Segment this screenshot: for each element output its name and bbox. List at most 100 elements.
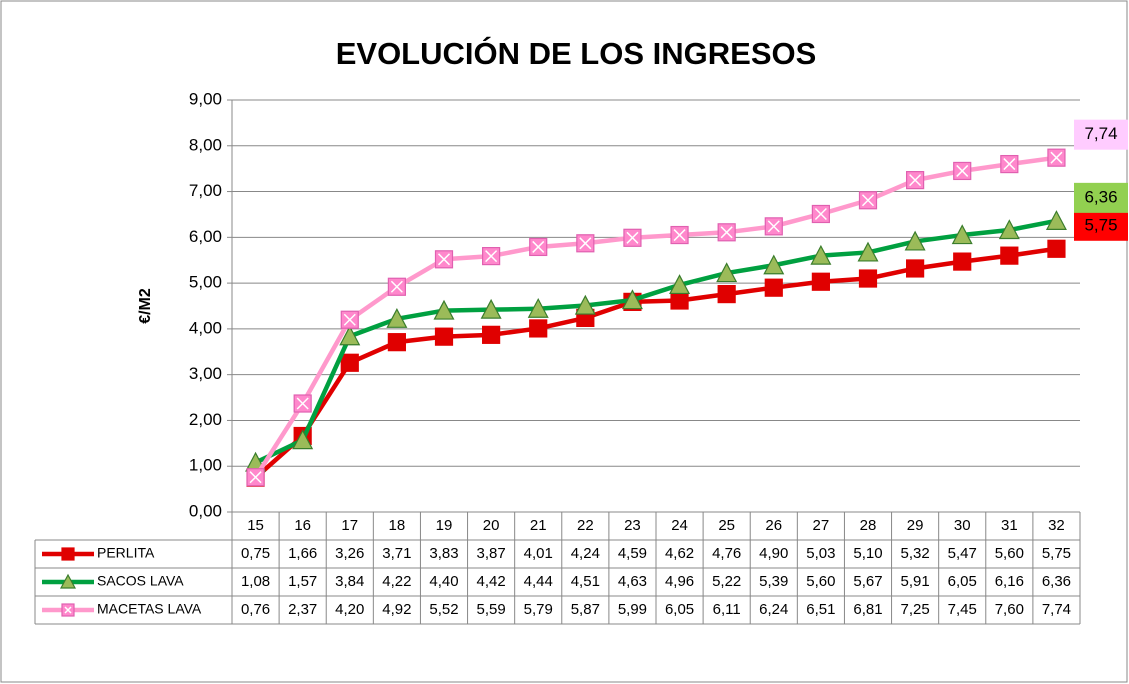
table-cell: 5,91 — [901, 573, 930, 590]
marker — [998, 219, 1020, 240]
table-cell: 5,22 — [712, 573, 741, 590]
table-cell: 5,47 — [948, 545, 977, 562]
table-cell: 1,66 — [288, 545, 317, 562]
y-tick-label: 1,00 — [189, 456, 222, 475]
marker — [906, 259, 925, 278]
table-cell: 5,60 — [806, 573, 835, 590]
table-cell: 6,36 — [1042, 573, 1071, 590]
marker-cross — [437, 253, 451, 266]
table-cell: 5,59 — [477, 601, 506, 618]
table-cell: 6,81 — [853, 601, 882, 618]
marker-cross — [1003, 158, 1016, 171]
table-cell: 4,40 — [429, 573, 458, 590]
table-cell: 5,32 — [901, 545, 930, 562]
legend-label: PERLITA — [97, 545, 155, 561]
marker — [574, 294, 596, 315]
marker — [387, 333, 406, 352]
marker-cross — [861, 194, 875, 207]
x-tick-label: 31 — [1001, 517, 1018, 534]
marker-cross — [956, 164, 969, 177]
marker — [669, 274, 691, 295]
table-cell: 6,05 — [948, 573, 977, 590]
marker — [1045, 210, 1067, 230]
marker — [59, 573, 77, 589]
marker-cross — [1050, 151, 1063, 164]
table-cell: 5,10 — [853, 545, 882, 562]
x-tick-label: 32 — [1048, 517, 1065, 534]
x-tick-label: 29 — [907, 517, 924, 534]
marker — [904, 230, 926, 251]
x-tick-label: 28 — [860, 517, 877, 534]
marker-cross — [720, 226, 733, 239]
marker-cross — [343, 313, 356, 326]
table-cell: 7,60 — [995, 601, 1024, 618]
x-tick-label: 23 — [624, 517, 641, 534]
table-cell: 4,24 — [571, 545, 600, 562]
marker — [386, 308, 408, 328]
table-cell: 3,84 — [335, 573, 364, 590]
y-tick-label: 8,00 — [189, 135, 222, 154]
marker-cross — [673, 229, 686, 242]
table-cell: 5,67 — [853, 573, 882, 590]
marker — [339, 325, 361, 346]
marker — [857, 241, 879, 262]
end-label-box — [1074, 210, 1128, 241]
marker — [670, 291, 689, 310]
table-cell: 6,16 — [995, 573, 1024, 590]
marker-cross — [249, 471, 262, 484]
table-cell: 5,52 — [429, 601, 458, 618]
marker — [621, 289, 643, 310]
table-cell: 1,08 — [241, 573, 270, 590]
x-tick-label: 17 — [341, 517, 358, 534]
table-cell: 0,75 — [241, 545, 270, 562]
table-cell: 5,39 — [759, 573, 788, 590]
table-cell: 4,76 — [712, 545, 741, 562]
marker — [953, 252, 972, 271]
x-tick-label: 25 — [718, 517, 735, 534]
table-cell: 1,57 — [288, 573, 317, 590]
y-tick-label: 6,00 — [189, 227, 222, 246]
table-cell: 5,79 — [524, 601, 553, 618]
x-tick-label: 16 — [294, 517, 311, 534]
x-tick-label: 22 — [577, 517, 594, 534]
table-cell: 4,01 — [524, 545, 553, 562]
table-cell: 6,11 — [713, 601, 741, 618]
table-cell: 3,83 — [429, 545, 458, 562]
table-cell: 6,05 — [665, 601, 694, 618]
marker — [482, 325, 501, 344]
table-cell: 4,42 — [477, 573, 506, 590]
marker — [292, 429, 314, 450]
marker — [716, 262, 738, 283]
marker — [1047, 239, 1066, 258]
table-cell: 5,99 — [618, 601, 647, 618]
marker — [434, 327, 454, 346]
end-label: 5,75 — [1084, 215, 1117, 234]
end-label-box — [1074, 182, 1128, 213]
marker-cross — [626, 231, 639, 244]
y-tick-label: 5,00 — [189, 273, 222, 292]
x-tick-label: 20 — [483, 517, 500, 534]
x-tick-label: 26 — [765, 517, 782, 534]
table-cell: 4,96 — [665, 573, 694, 590]
series-line — [254, 218, 1057, 465]
x-tick-label: 15 — [247, 517, 264, 534]
marker-cross — [909, 174, 922, 187]
table-cell: 4,44 — [524, 573, 553, 590]
marker — [858, 269, 878, 288]
marker — [433, 299, 455, 320]
table-cell: 5,75 — [1042, 545, 1071, 562]
marker — [811, 272, 830, 291]
marker — [1000, 246, 1019, 265]
table-cell: 7,25 — [901, 601, 930, 618]
table-cell: 7,74 — [1042, 601, 1071, 618]
marker — [527, 297, 549, 318]
x-tick-label: 21 — [530, 517, 547, 534]
marker — [340, 353, 359, 372]
table-cell: 0,76 — [241, 601, 270, 618]
table-cell: 7,45 — [948, 601, 977, 618]
table-cell: 4,62 — [665, 545, 694, 562]
table-cell: 4,20 — [335, 601, 364, 618]
y-tick-label: 9,00 — [189, 89, 222, 108]
table-cell: 4,22 — [382, 573, 411, 590]
